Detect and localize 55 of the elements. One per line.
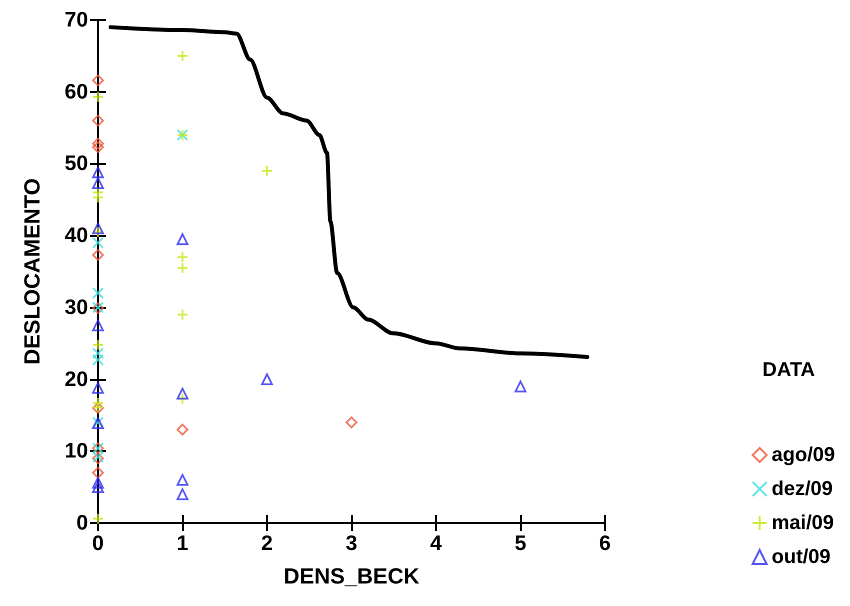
point [92,141,104,154]
point [261,373,273,386]
y-tick-label: 20 [64,368,88,391]
point [92,319,104,332]
point [514,380,526,392]
point [176,251,188,264]
point [261,165,273,177]
point [346,416,358,428]
point [92,249,104,261]
line-series [108,25,590,360]
point [92,338,104,351]
point [92,192,104,204]
legend-label: dez/09 [772,478,833,500]
y-tick-label: 40 [64,224,88,248]
point [92,476,104,489]
x-tick-label: 1 [176,532,189,555]
y-tick-label: 50 [64,152,88,176]
y-tick-label: 30 [64,296,88,319]
point [92,177,104,190]
point [176,233,188,246]
legend-label: mai/09 [772,512,834,534]
point [176,308,188,321]
x-axis-title: DENS_BECK [284,564,420,588]
x-tick-label: 6 [599,532,611,555]
point [176,488,188,500]
point [176,424,188,436]
point [176,262,188,274]
y-tick-label: 0 [76,512,88,534]
point [92,287,104,299]
x-tick-label: 2 [261,532,273,555]
x-tick-label: 5 [514,532,527,555]
y-axis-title: DESLOCAMENTO [20,178,44,365]
point [92,166,104,178]
point [176,50,188,62]
legend-label: out/09 [772,546,831,568]
point [92,90,104,103]
point [92,138,104,150]
y-tick-label: 60 [64,80,88,104]
x-tick-label: 3 [346,532,358,555]
point [92,74,104,86]
x-tick-label: 0 [92,532,104,555]
legend-label: ago/09 [772,444,835,466]
point [92,466,104,479]
legend-title: DATA [762,359,815,381]
point [92,236,104,249]
point [92,226,104,238]
point [176,388,188,400]
y-tick-label: 10 [64,440,88,463]
y-tick-label: 70 [64,8,88,32]
point [92,382,104,394]
point [92,114,104,126]
x-tick-label: 4 [430,532,442,555]
point [92,222,104,234]
point [92,481,104,493]
point [176,474,188,486]
